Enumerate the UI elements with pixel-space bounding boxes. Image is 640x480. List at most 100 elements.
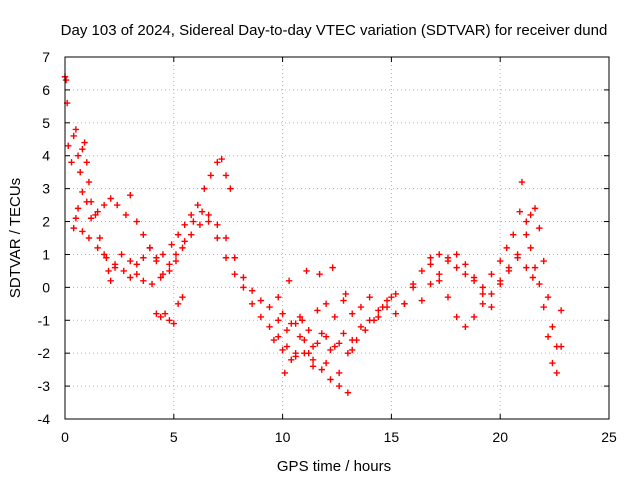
data-point xyxy=(218,155,225,163)
data-point xyxy=(536,224,543,232)
data-point xyxy=(344,349,352,357)
data-point xyxy=(553,343,560,350)
data-point xyxy=(418,267,426,275)
data-point xyxy=(505,267,513,275)
data-point xyxy=(248,287,256,294)
data-point xyxy=(222,254,230,261)
data-point xyxy=(222,234,230,242)
data-point xyxy=(159,251,167,258)
series-track-g xyxy=(427,254,537,331)
data-point xyxy=(257,297,265,304)
series-track-f xyxy=(279,205,565,350)
data-point xyxy=(540,303,547,311)
data-point xyxy=(140,277,147,284)
data-point xyxy=(62,76,70,84)
data-point xyxy=(497,257,504,265)
data-point xyxy=(201,185,208,192)
x-axis-label: GPS time / hours xyxy=(277,458,391,475)
y-tick-label: 3 xyxy=(42,181,50,197)
data-point xyxy=(270,336,278,344)
data-point xyxy=(74,152,82,159)
data-point xyxy=(100,251,108,258)
data-point xyxy=(114,201,121,209)
data-point xyxy=(85,178,93,186)
data-point xyxy=(444,294,452,301)
data-point xyxy=(157,274,164,281)
data-point xyxy=(462,261,469,268)
data-point xyxy=(179,294,186,301)
data-point xyxy=(329,264,336,271)
data-point xyxy=(366,317,373,324)
data-point xyxy=(331,313,339,321)
series-track-h xyxy=(275,264,356,377)
data-point xyxy=(275,333,282,340)
data-point xyxy=(357,303,365,311)
data-point xyxy=(79,188,86,196)
data-point xyxy=(527,211,534,219)
data-point xyxy=(322,359,330,367)
data-point xyxy=(83,198,90,205)
chart-title: Day 103 of 2024, Sidereal Day-to-day VTE… xyxy=(61,22,608,39)
data-point xyxy=(453,313,460,321)
series-track-d xyxy=(153,294,186,327)
data-point xyxy=(488,303,495,311)
data-point xyxy=(94,244,101,252)
data-point xyxy=(266,303,273,311)
data-point xyxy=(248,300,256,308)
data-point xyxy=(96,234,104,242)
data-point xyxy=(444,254,452,261)
data-point xyxy=(392,310,399,317)
data-point xyxy=(349,336,356,344)
data-point xyxy=(72,215,80,222)
data-point xyxy=(529,274,537,281)
data-point xyxy=(340,330,347,337)
data-point xyxy=(153,257,160,265)
data-point xyxy=(544,333,552,340)
data-point xyxy=(72,126,80,133)
y-tick-label: -1 xyxy=(38,312,51,328)
data-point xyxy=(207,172,214,179)
data-point xyxy=(366,294,373,301)
data-point xyxy=(133,261,141,268)
data-point xyxy=(133,271,141,278)
data-point xyxy=(92,211,99,219)
data-point xyxy=(296,313,304,321)
data-point xyxy=(296,333,304,340)
data-point xyxy=(479,284,486,291)
data-point xyxy=(453,264,460,271)
grid-lines xyxy=(65,57,609,419)
data-point xyxy=(314,307,321,314)
data-point xyxy=(166,261,173,268)
data-point xyxy=(523,218,530,225)
data-point xyxy=(288,356,295,363)
data-point xyxy=(557,307,565,314)
data-point xyxy=(462,323,469,331)
data-point xyxy=(540,257,547,265)
data-point xyxy=(146,244,154,252)
data-point xyxy=(314,340,321,347)
y-tick-label: -2 xyxy=(38,345,51,361)
data-point xyxy=(318,366,325,373)
x-tick-label: 20 xyxy=(492,429,508,445)
data-point xyxy=(318,330,325,337)
data-point xyxy=(65,142,72,150)
x-tick-label: 10 xyxy=(275,429,291,445)
data-point xyxy=(70,132,77,140)
y-tick-label: 1 xyxy=(42,246,50,262)
data-point xyxy=(127,257,134,265)
data-point xyxy=(523,231,530,238)
data-point xyxy=(462,271,469,278)
data-point xyxy=(497,280,504,288)
data-point xyxy=(427,254,434,261)
x-tick-label: 25 xyxy=(601,429,617,445)
data-point xyxy=(172,257,180,265)
data-point xyxy=(292,349,299,357)
data-point xyxy=(188,231,195,238)
data-point xyxy=(166,267,173,275)
data-point xyxy=(205,211,212,219)
data-point xyxy=(174,300,182,308)
data-point xyxy=(81,139,88,146)
data-point xyxy=(470,313,478,321)
data-point xyxy=(298,317,306,324)
data-point xyxy=(327,346,334,354)
